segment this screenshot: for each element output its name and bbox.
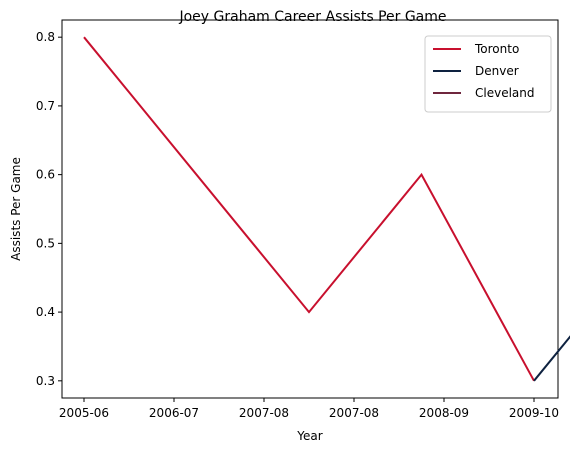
- y-tick-label-0: 0.3: [36, 374, 55, 388]
- legend-label-denver: Denver: [475, 64, 519, 78]
- x-axis-label: Year: [296, 429, 322, 443]
- x-tick-label-2: 2007-08: [239, 406, 289, 420]
- series-line-denver: [533, 335, 570, 382]
- x-tick-label-3: 2007-08: [329, 406, 379, 420]
- legend-label-cleveland: Cleveland: [475, 86, 535, 100]
- x-tick-label-4: 2008-09: [419, 406, 469, 420]
- y-tick-label-2: 0.5: [36, 236, 55, 250]
- y-tick-label-4: 0.7: [36, 99, 55, 113]
- x-tick-label-5: 2009-10: [509, 406, 559, 420]
- x-tick-label-0: 2005-06: [59, 406, 109, 420]
- legend: Toronto Denver Cleveland: [424, 35, 552, 113]
- plot-area: [61, 19, 559, 399]
- x-axis: 2005-06 2006-07 2007-08 2007-08 2008-09 2009-…: [59, 398, 559, 420]
- y-axis: 0.3 0.4 0.5 0.6 0.7 0.8: [36, 30, 62, 388]
- series-lines: [83, 36, 570, 382]
- y-tick-label-5: 0.8: [36, 30, 55, 44]
- legend-label-toronto: Toronto: [474, 42, 519, 56]
- chart-title: Joey Graham Career Assists Per Game: [178, 9, 446, 25]
- y-tick-label-1: 0.4: [36, 305, 55, 319]
- x-tick-label-1: 2006-07: [149, 406, 199, 420]
- y-tick-label-3: 0.6: [36, 168, 55, 182]
- y-axis-label: Assists Per Game: [9, 157, 23, 261]
- series-line-toronto: [83, 36, 535, 382]
